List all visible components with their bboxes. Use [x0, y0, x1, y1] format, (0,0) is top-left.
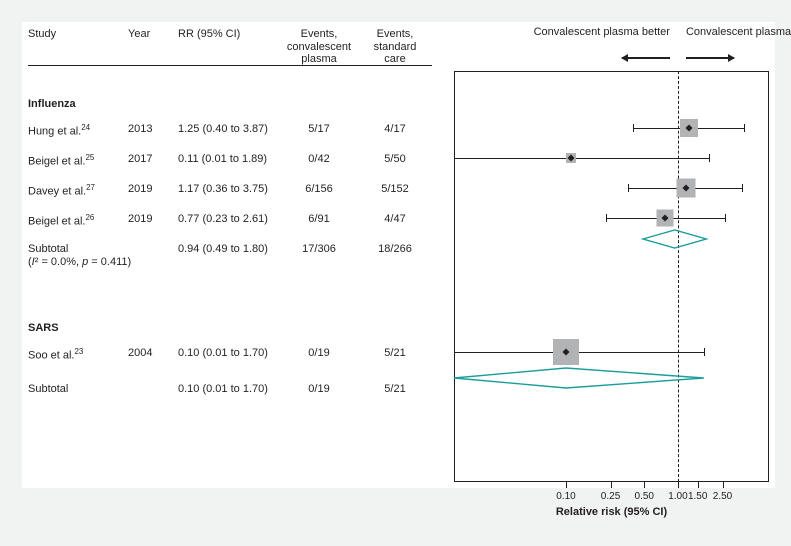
cell-events-sc: 4/47	[384, 213, 405, 226]
x-tick	[644, 482, 645, 488]
ci-cap	[704, 348, 705, 356]
reference-line	[678, 71, 679, 482]
header-events-cp: Events, convalescent plasma	[287, 28, 351, 61]
cell-events-sc: 5/21	[384, 383, 405, 396]
cell-study: Hung et al.24	[28, 123, 90, 138]
cell-rr: 0.10 (0.01 to 1.70)	[178, 347, 268, 360]
x-tick-label: 0.10	[556, 491, 575, 502]
direction-label-harmful: Convalescent plasma harmful	[686, 26, 791, 38]
header-year: Year	[128, 28, 150, 61]
header-rr: RR (95% CI)	[178, 28, 240, 61]
x-axis-title: Relative risk (95% CI)	[556, 506, 667, 518]
cell-study: Davey et al.27	[28, 183, 95, 198]
cell-study: Subtotal	[28, 243, 68, 256]
ci-cap	[742, 184, 743, 192]
x-tick	[698, 482, 699, 488]
x-tick	[723, 482, 724, 488]
pooled-diamond	[643, 239, 706, 257]
cell-events-sc: 5/50	[384, 153, 405, 166]
ci-cap	[628, 184, 629, 192]
ci-cap	[454, 154, 455, 162]
x-tick-label: 2.50	[713, 491, 732, 502]
cell-year: 2017	[128, 153, 152, 166]
cell-study: Beigel et al.25	[28, 153, 94, 168]
cell-year: 2019	[128, 183, 152, 196]
cell-events-cp: 0/19	[308, 383, 329, 396]
ci-cap	[633, 124, 634, 132]
cell-events-sc: 18/266	[378, 243, 412, 256]
group-heading: Influenza	[28, 98, 76, 111]
arrow-left-icon	[622, 57, 670, 59]
x-tick-label: 0.25	[601, 491, 620, 502]
cell-rr: 0.10 (0.01 to 1.70)	[178, 383, 268, 396]
x-tick	[611, 482, 612, 488]
cell-rr: 0.11 (0.01 to 1.89)	[178, 153, 267, 166]
arrow-right-icon	[686, 57, 734, 59]
x-tick-label: 1.00	[668, 491, 687, 502]
cell-events-sc: 5/152	[381, 183, 409, 196]
ci-cap	[709, 154, 710, 162]
x-tick-label: 0.50	[635, 491, 654, 502]
cell-events-cp: 6/156	[305, 183, 333, 196]
ci-line	[454, 158, 709, 159]
cell-rr: 0.77 (0.23 to 2.61)	[178, 213, 268, 226]
ci-cap	[454, 348, 455, 356]
cell-events-cp: 5/17	[308, 123, 329, 136]
x-tick	[678, 482, 679, 488]
x-tick	[566, 482, 567, 488]
cell-year: 2013	[128, 123, 152, 136]
direction-label-better: Convalescent plasma better	[534, 26, 670, 38]
forest-plot-figure: Study Year RR (95% CI) Events, convalescent…	[0, 0, 791, 546]
header-study: Study	[28, 28, 56, 61]
cell-events-cp: 6/91	[308, 213, 329, 226]
cell-study: Subtotal	[28, 383, 68, 396]
cell-events-cp: 17/306	[302, 243, 336, 256]
x-tick-label: 1.50	[688, 491, 707, 502]
cell-study: Soo et al.23	[28, 347, 83, 362]
ci-cap	[725, 214, 726, 222]
cell-events-cp: 0/42	[308, 153, 329, 166]
plot-area	[454, 71, 769, 482]
cell-rr: 1.17 (0.36 to 3.75)	[178, 183, 268, 196]
ci-cap	[744, 124, 745, 132]
pooled-diamond	[454, 378, 704, 398]
cell-study: Beigel et al.26	[28, 213, 94, 228]
cell-year: 2004	[128, 347, 152, 360]
ci-cap	[606, 214, 607, 222]
header-rule	[28, 65, 432, 66]
cell-events-sc: 5/21	[384, 347, 405, 360]
cell-heterogeneity: (I² = 0.0%, p = 0.411)	[28, 256, 131, 269]
cell-rr: 0.94 (0.49 to 1.80)	[178, 243, 268, 256]
cell-events-cp: 0/19	[308, 347, 329, 360]
cell-rr: 1.25 (0.40 to 3.87)	[178, 123, 268, 136]
cell-events-sc: 4/17	[384, 123, 405, 136]
cell-year: 2019	[128, 213, 152, 226]
header-events-sc: Events, standard care	[374, 28, 417, 61]
group-heading: SARS	[28, 322, 59, 335]
